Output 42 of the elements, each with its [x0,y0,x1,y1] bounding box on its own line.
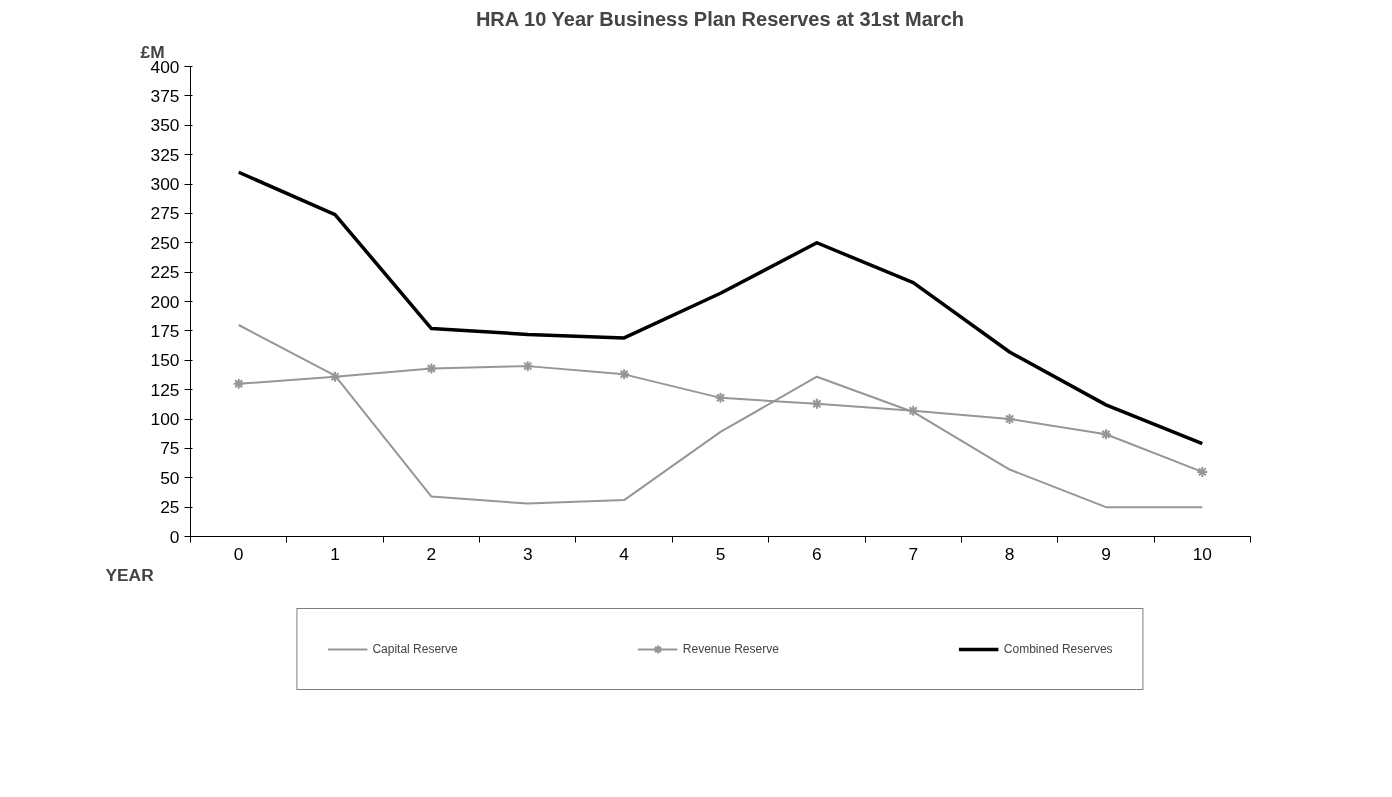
chart-title: HRA 10 Year Business Plan Reserves at 31st March [475,7,964,30]
y-tick-label: 275 [150,203,180,224]
point [810,397,823,410]
y-axis-title: £M [140,41,165,62]
point [1003,413,1016,425]
point [714,391,727,404]
y-tick-label: 100 [150,409,180,429]
x-tick-label: 8 [1004,543,1015,564]
legend-label: Combined Reserves [1003,642,1113,656]
y-tick-label: 0 [169,526,180,547]
y-tick-label: 225 [150,262,180,283]
point [232,377,245,390]
y-tick-label: 125 [150,379,180,400]
line-series [236,170,1205,446]
x-tick-label: 7 [908,543,919,564]
y-tick-label: 175 [150,320,180,341]
x-tick-label: 4 [619,543,630,564]
x-tick-label: 5 [715,543,726,564]
y-tick-label: 25 [160,497,180,518]
y-tick-label: 250 [150,232,180,253]
x-tick-label: 2 [426,543,437,564]
y-tick-label: 300 [150,174,180,194]
x-axis-title: YEAR [105,564,155,585]
point [425,362,438,375]
line-series [237,324,1204,509]
x-tick-label: 3 [522,543,533,564]
y-tick-label: 150 [150,350,180,371]
x-tick-label: 10 [1192,543,1212,564]
y-tick-label: 75 [160,438,180,459]
y-tick-label: 350 [150,115,180,136]
y-tick-label: 50 [160,467,180,488]
x-tick-label: 9 [1101,543,1111,564]
point [618,368,631,381]
y-tick-label: 200 [150,291,180,312]
legend-label: Capital Reserve [372,642,458,656]
x-tick-label: 0 [233,543,244,564]
x-tick-label: 1 [330,543,340,564]
x-tick-label: 6 [812,543,822,564]
y-tick-label: 325 [150,144,180,165]
y-tick-label: 375 [150,85,180,106]
legend-label: Revenue Reserve [682,642,779,656]
point [907,404,920,417]
